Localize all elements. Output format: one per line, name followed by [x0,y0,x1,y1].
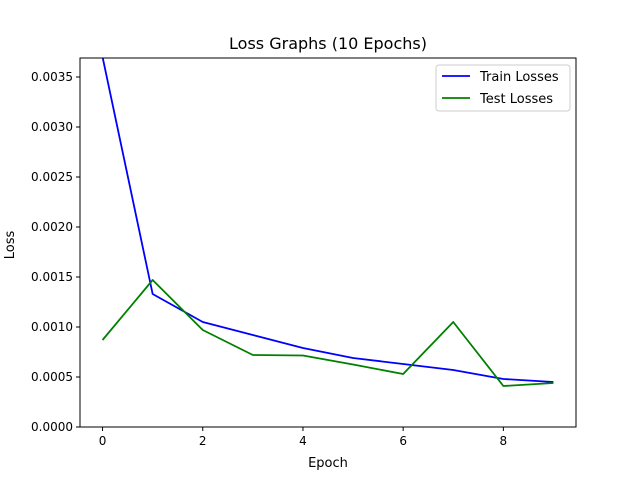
x-axis-label: Epoch [308,456,348,471]
legend-label: Test Losses [479,92,553,107]
y-tick-label: 0.0010 [31,320,73,334]
y-tick-label: 0.0000 [31,420,73,434]
y-tick-label: 0.0035 [31,70,73,84]
x-tick-label: 4 [299,434,307,448]
y-axis-label: Loss [3,231,18,260]
series-line-train-losses [101,58,554,383]
legend: Train Losses Test Losses [435,64,571,112]
chart-title: Loss Graphs (10 Epochs) [229,34,427,53]
y-tick-label: 0.0030 [31,120,73,134]
x-tick-label: 6 [399,434,407,448]
plot-area: 0 2 4 6 8 0.0000 0.0005 0.0010 0.0015 0.0020 0.002… [31,57,577,448]
legend-label: Train Losses [479,70,559,85]
x-tick-label: 0 [99,434,107,448]
y-tick-label: 0.0020 [31,220,73,234]
plot-frame [79,57,577,428]
series-line-test-losses [101,279,554,387]
y-tick-label: 0.0025 [31,170,73,184]
x-tick-label: 8 [500,434,508,448]
y-tick-label: 0.0005 [31,370,73,384]
y-tick-label: 0.0015 [31,270,73,284]
x-tick-label: 2 [199,434,207,448]
